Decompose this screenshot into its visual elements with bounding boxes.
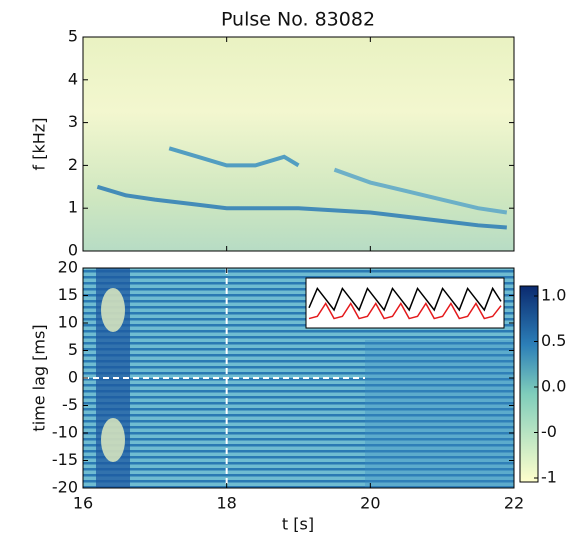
y-axis-label: f [kHz] [30,118,49,171]
inset-line [308,286,502,312]
y-tick-label: 1 [68,198,78,217]
colorbar-tick-label: 1.0 [541,286,566,305]
ridge [333,167,508,215]
y-tick-label: 10 [58,313,78,332]
plot-frame [82,267,515,489]
x-tick-label: 16 [73,494,93,513]
colorbar-tick-label: -0 [541,422,557,441]
x-tick-label: 22 [504,494,524,513]
inset-line [308,302,502,320]
y-tick-label: 2 [68,155,78,174]
colorbar-tick-label: 0.5 [541,331,566,350]
y-tick-label: 5 [68,340,78,359]
y-tick-label: -15 [52,450,78,469]
y-tick-label: 4 [68,69,78,88]
y-tick-label: 20 [58,258,78,277]
heatmap-feature [101,418,125,462]
y-tick-label: -10 [52,423,78,442]
plot-frame [82,36,515,252]
colorbar-tick-label: -1 [541,468,557,487]
y-tick-label: 3 [68,112,78,131]
x-tick-label: 18 [216,494,236,513]
chart-title: Pulse No. 83082 [221,9,375,31]
x-tick-label: 20 [360,494,380,513]
y-tick-label: 0 [68,241,78,260]
y-tick-label: 5 [68,27,78,46]
y-tick-label: -20 [52,478,78,497]
y-axis-label: time lag [ms] [30,324,49,431]
ridge [96,184,507,230]
y-tick-label: -5 [62,395,78,414]
x-axis-label: t [s] [282,515,314,534]
y-tick-label: 15 [58,285,78,304]
heatmap-feature [101,288,125,332]
inset-frame [305,277,505,329]
ridge [168,146,300,168]
colorbar [519,285,539,483]
spectrogram-bg [83,37,514,251]
colorbar-tick-label: 0.0 [541,377,566,396]
heatmap-feature [365,340,514,488]
y-tick-label: 0 [68,368,78,387]
